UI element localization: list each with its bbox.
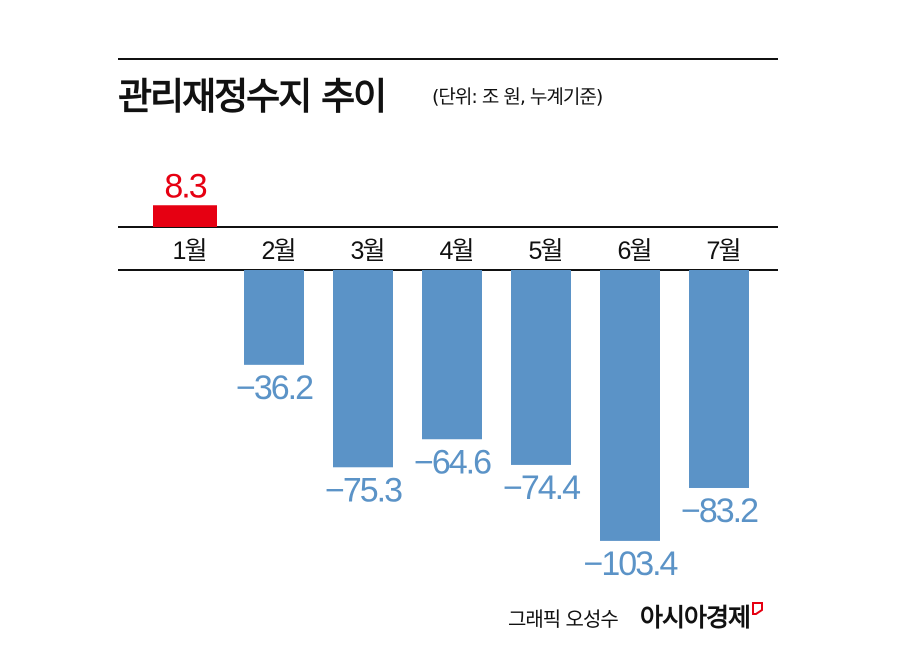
bar-5 [511, 270, 571, 465]
data-label: −103.4 [584, 545, 678, 583]
category-label: 4월 [440, 237, 473, 265]
data-label: −36.2 [236, 369, 313, 407]
bar-7 [689, 270, 749, 488]
data-label: −83.2 [681, 492, 758, 530]
bar-2 [244, 270, 304, 365]
category-label: 3월 [351, 237, 384, 265]
data-label: 8.3 [164, 167, 206, 205]
chart-subtitle: (단위: 조 원, 누계기준) [432, 86, 603, 108]
category-label: 2월 [262, 237, 295, 265]
category-label: 6월 [618, 237, 651, 265]
bar-3 [333, 270, 393, 468]
bar-1 [153, 205, 217, 227]
data-label: −64.6 [414, 443, 491, 481]
bar-4 [422, 270, 482, 440]
bar-6 [600, 270, 660, 541]
graphic-credit: 그래픽 오성수 [508, 607, 619, 631]
category-label: 5월 [529, 237, 562, 265]
data-label: −74.4 [503, 469, 580, 507]
brand-logo: 아시아경제 [640, 598, 764, 634]
brand-mark-icon [752, 602, 764, 615]
category-label: 7월 [707, 237, 740, 265]
data-label: −75.3 [325, 471, 402, 509]
chart-title: 관리재정수지 추이 [118, 75, 387, 118]
category-label: 1월 [173, 237, 206, 265]
